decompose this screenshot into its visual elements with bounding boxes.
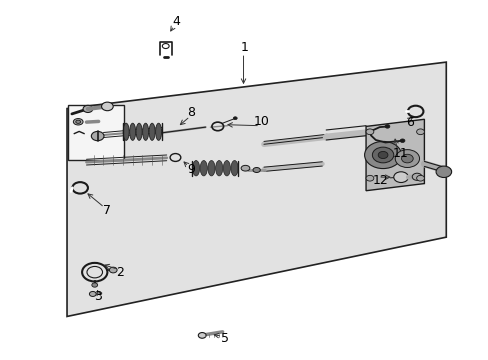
Circle shape: [384, 125, 389, 128]
Ellipse shape: [215, 161, 222, 176]
Text: 1: 1: [240, 41, 248, 54]
Text: 11: 11: [391, 147, 407, 160]
Text: 12: 12: [372, 174, 388, 186]
Circle shape: [372, 147, 393, 163]
Ellipse shape: [200, 161, 207, 176]
Ellipse shape: [149, 123, 155, 140]
Ellipse shape: [223, 161, 230, 176]
Ellipse shape: [155, 123, 161, 140]
Text: 10: 10: [253, 114, 269, 127]
Circle shape: [83, 105, 93, 112]
Circle shape: [364, 141, 401, 168]
Circle shape: [366, 129, 373, 135]
Ellipse shape: [136, 123, 142, 140]
Ellipse shape: [123, 123, 129, 140]
Circle shape: [394, 150, 419, 167]
Ellipse shape: [142, 123, 148, 140]
Bar: [68, 105, 124, 160]
Polygon shape: [67, 62, 446, 316]
Circle shape: [435, 166, 451, 177]
Circle shape: [393, 172, 407, 183]
Ellipse shape: [73, 118, 83, 125]
Circle shape: [377, 152, 387, 158]
Circle shape: [91, 131, 104, 141]
Polygon shape: [366, 119, 424, 191]
Circle shape: [366, 175, 373, 181]
Circle shape: [416, 129, 424, 135]
Ellipse shape: [76, 120, 81, 123]
Ellipse shape: [207, 161, 215, 176]
Circle shape: [198, 333, 205, 338]
Circle shape: [89, 292, 96, 296]
Circle shape: [102, 102, 113, 111]
Circle shape: [401, 154, 412, 163]
Text: 3: 3: [94, 289, 102, 303]
Text: 8: 8: [186, 105, 195, 119]
Circle shape: [399, 139, 404, 143]
Text: 6: 6: [405, 116, 413, 129]
Ellipse shape: [241, 165, 249, 171]
Text: 7: 7: [103, 204, 111, 217]
Circle shape: [92, 283, 98, 287]
Ellipse shape: [192, 161, 199, 176]
Text: 5: 5: [221, 333, 228, 346]
Text: 2: 2: [116, 266, 124, 279]
Circle shape: [109, 267, 117, 273]
Circle shape: [233, 117, 237, 120]
Ellipse shape: [230, 161, 238, 176]
Text: 4: 4: [172, 14, 180, 27]
Ellipse shape: [252, 167, 260, 172]
Circle shape: [416, 175, 424, 181]
Text: 9: 9: [187, 163, 195, 176]
Ellipse shape: [129, 123, 135, 140]
Circle shape: [411, 173, 421, 180]
